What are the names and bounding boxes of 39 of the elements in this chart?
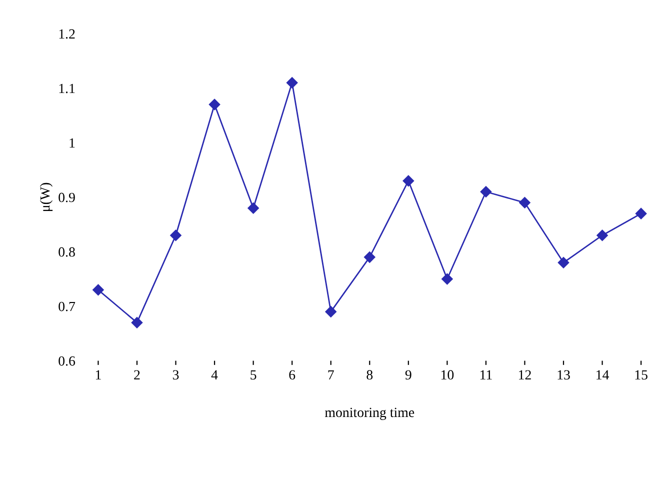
point xyxy=(131,316,143,328)
y-tick-label: 1.1 xyxy=(59,84,75,94)
y-tick-label: 0.9 xyxy=(58,192,75,202)
x-tick-label: 14 xyxy=(596,370,609,380)
x-tick-label: 10 xyxy=(441,370,454,380)
point xyxy=(635,208,647,220)
x-tick-label: 4 xyxy=(211,370,218,380)
x-tick-label: 5 xyxy=(250,370,256,380)
point xyxy=(480,186,492,198)
point xyxy=(92,284,104,296)
x-tick-label: 8 xyxy=(366,370,373,380)
point xyxy=(596,230,608,241)
x-tick-label: 15 xyxy=(635,370,648,380)
point xyxy=(402,175,414,186)
point xyxy=(248,202,259,214)
point xyxy=(170,230,182,241)
y-tick-label: 0.8 xyxy=(58,247,75,257)
x-tick-label: 7 xyxy=(328,370,334,380)
y-axis-title: μ(W) xyxy=(40,182,53,211)
point xyxy=(364,252,376,263)
x-tick-label: 1 xyxy=(96,370,101,380)
x-axis-title: monitoring time xyxy=(324,408,414,420)
x-tick-label: 6 xyxy=(289,370,296,380)
x-tick-label: 13 xyxy=(558,370,570,380)
y-tick-label: 0.6 xyxy=(58,356,76,366)
point xyxy=(519,197,530,208)
y-tick-label: 1 xyxy=(70,138,75,148)
x-tick-label: 12 xyxy=(519,370,531,380)
y-tick-label: 1.2 xyxy=(59,29,75,39)
x-tick-label: 2 xyxy=(134,370,140,380)
x-tick-label: 9 xyxy=(405,370,412,380)
point xyxy=(208,98,220,110)
x-tick-label: 11 xyxy=(480,370,492,380)
x-tick-label: 3 xyxy=(172,370,179,380)
point xyxy=(442,273,453,285)
point xyxy=(325,306,336,318)
point xyxy=(286,77,298,88)
point xyxy=(558,257,570,268)
y-tick-label: 0.7 xyxy=(58,302,76,312)
